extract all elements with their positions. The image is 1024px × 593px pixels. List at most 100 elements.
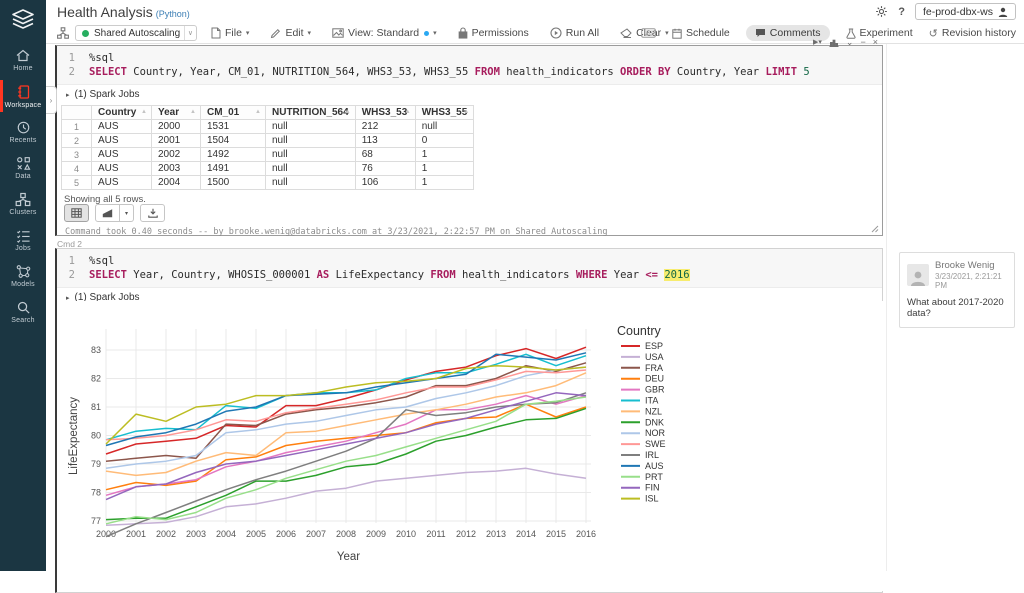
collapse-cell-button[interactable]: ⌄	[846, 37, 854, 47]
legend-entry[interactable]: USA	[621, 352, 664, 362]
column-header[interactable]: WHS3_53▲	[355, 106, 415, 120]
delete-cell-button[interactable]: ×	[873, 37, 878, 47]
keyboard-shortcuts-icon[interactable]	[641, 28, 656, 38]
dashboard-chart-button[interactable]	[829, 38, 839, 47]
legend-entry[interactable]: ISL	[621, 494, 659, 504]
sort-icon[interactable]: ▲	[255, 109, 261, 115]
legend-entry[interactable]: FRA	[621, 363, 663, 373]
sort-icon[interactable]: ▲	[345, 109, 351, 115]
legend-entry[interactable]: NOR	[621, 428, 666, 438]
run-cell-button[interactable]: ▶▾	[813, 36, 822, 48]
column-header[interactable]: NUTRITION_564▲	[266, 106, 356, 120]
code-editor[interactable]: 1%sql2SELECT Country, Year, CM_01, NUTRI…	[57, 46, 882, 85]
sidebar-item-recents[interactable]: Recents	[0, 114, 46, 150]
sidebar-nav: Home Workspace Recents Data Clusters Job…	[0, 42, 46, 330]
cluster-selector[interactable]: Shared Autoscaling ∨	[75, 25, 197, 41]
sidebar-item-workspace[interactable]: Workspace	[0, 78, 46, 114]
legend-label: DEU	[645, 374, 664, 384]
y-tick-label: 77	[91, 516, 101, 526]
edit-menu[interactable]: Edit▾	[270, 27, 311, 39]
y-tick-label: 83	[91, 345, 101, 355]
legend-entry[interactable]: ESP	[621, 341, 663, 351]
minimize-cell-button[interactable]: −	[860, 37, 865, 47]
table-cell: null	[266, 134, 356, 148]
sidebar-item-label: Home	[13, 65, 32, 72]
legend-entry[interactable]: IRL	[621, 450, 659, 460]
spark-jobs-toggle[interactable]: ▸ (1) Spark Jobs	[57, 85, 882, 102]
download-icon	[148, 208, 158, 218]
table-row: 5AUS20041500null1061	[62, 176, 474, 190]
line-chart: 7778798081828320002001200220032004200520…	[57, 301, 883, 591]
x-tick-label: 2004	[216, 529, 236, 539]
legend-entry[interactable]: DNK	[621, 417, 664, 427]
sidebar-item-clusters[interactable]: Clusters	[0, 186, 46, 222]
table-cell: 113	[355, 134, 415, 148]
corner-cell	[62, 106, 92, 120]
download-result-button[interactable]	[140, 204, 165, 222]
permissions-button[interactable]: Permissions	[458, 27, 529, 39]
results-table: Country▲Year▲CM_01▲NUTRITION_564▲WHS3_53…	[61, 105, 474, 190]
table-cell: 1	[415, 176, 474, 190]
gear-icon[interactable]	[875, 5, 888, 18]
x-tick-label: 2010	[396, 529, 416, 539]
revision-history-button[interactable]: ↺ Revision history	[929, 27, 1016, 40]
clusters-icon	[15, 192, 31, 207]
legend-entry[interactable]: NZL	[621, 406, 662, 416]
table-cell: 2004	[152, 176, 201, 190]
sidebar-item-label: Search	[11, 317, 34, 324]
comment-bubble-icon	[755, 28, 766, 38]
sidebar-item-search[interactable]: Search	[0, 294, 46, 330]
eraser-icon	[620, 28, 632, 38]
column-header[interactable]: Country▲	[92, 106, 152, 120]
column-header[interactable]: CM_01▲	[201, 106, 266, 120]
cell-resize-handle[interactable]	[871, 225, 879, 233]
legend-entry[interactable]: PRT	[621, 472, 663, 482]
sort-icon[interactable]: ▲	[141, 109, 147, 115]
table-view-button[interactable]	[64, 204, 89, 222]
sidebar-item-data[interactable]: Data	[0, 150, 46, 186]
help-icon[interactable]: ?	[898, 6, 905, 18]
x-tick-label: 2013	[486, 529, 506, 539]
avatar	[907, 264, 929, 286]
collapsed-caret-icon: ▸	[66, 91, 70, 99]
sidebar-item-models[interactable]: Models	[0, 258, 46, 294]
legend-entry[interactable]: ITA	[621, 396, 658, 406]
command-status: Command took 0.40 seconds -- by brooke.w…	[65, 227, 607, 237]
sort-icon[interactable]: ▲	[190, 109, 196, 115]
schedule-button[interactable]: Schedule	[672, 27, 730, 39]
notebook-cell-1[interactable]: ▶▾ ⌄ − × 1%sql2SELECT Country, Year, CM_…	[55, 45, 883, 236]
table-cell: null	[415, 120, 474, 134]
x-tick-label: 2005	[246, 529, 266, 539]
data-shapes-icon	[16, 156, 31, 171]
comment-card[interactable]: Brooke Wenig 3/23/2021, 2:21:21 PM What …	[899, 252, 1015, 328]
row-number: 1	[62, 120, 92, 134]
table-icon	[71, 208, 82, 218]
file-menu[interactable]: File▾	[211, 27, 249, 39]
legend-entry[interactable]: FIN	[621, 483, 660, 493]
table-cell: AUS	[92, 162, 152, 176]
legend-entry[interactable]: AUS	[621, 461, 664, 471]
notebook-cell-2[interactable]: 1%sql2SELECT Year, Country, WHOSIS_00000…	[55, 248, 883, 593]
sidebar-item-jobs[interactable]: Jobs	[0, 222, 46, 258]
workspace-selector-button[interactable]: fe-prod-dbx-ws	[915, 3, 1016, 20]
line-number: 1	[57, 254, 75, 268]
result-display-buttons: ▾	[64, 204, 165, 222]
column-header[interactable]: Year▲	[152, 106, 201, 120]
sort-icon[interactable]: ▲	[405, 109, 411, 115]
sort-icon[interactable]: ▲	[463, 109, 469, 115]
table-cell: 2002	[152, 148, 201, 162]
legend-entry[interactable]: DEU	[621, 374, 664, 384]
legend-entry[interactable]: SWE	[621, 439, 666, 449]
run-all-button[interactable]: Run All	[550, 27, 599, 39]
chart-view-button[interactable]	[95, 204, 120, 222]
legend-label: FIN	[645, 483, 660, 493]
sidebar-item-home[interactable]: Home	[0, 42, 46, 78]
legend-entry[interactable]: GBR	[621, 385, 665, 395]
view-menu[interactable]: View: Standard▾	[332, 27, 437, 39]
databricks-logo-icon[interactable]	[9, 8, 37, 32]
sidebar-expand-handle[interactable]: ›	[46, 86, 57, 114]
column-header[interactable]: WHS3_55▲	[415, 106, 474, 120]
code-editor[interactable]: 1%sql2SELECT Year, Country, WHOSIS_00000…	[57, 249, 882, 288]
chart-options-caret[interactable]: ▾	[120, 204, 134, 222]
clock-icon	[16, 120, 31, 135]
